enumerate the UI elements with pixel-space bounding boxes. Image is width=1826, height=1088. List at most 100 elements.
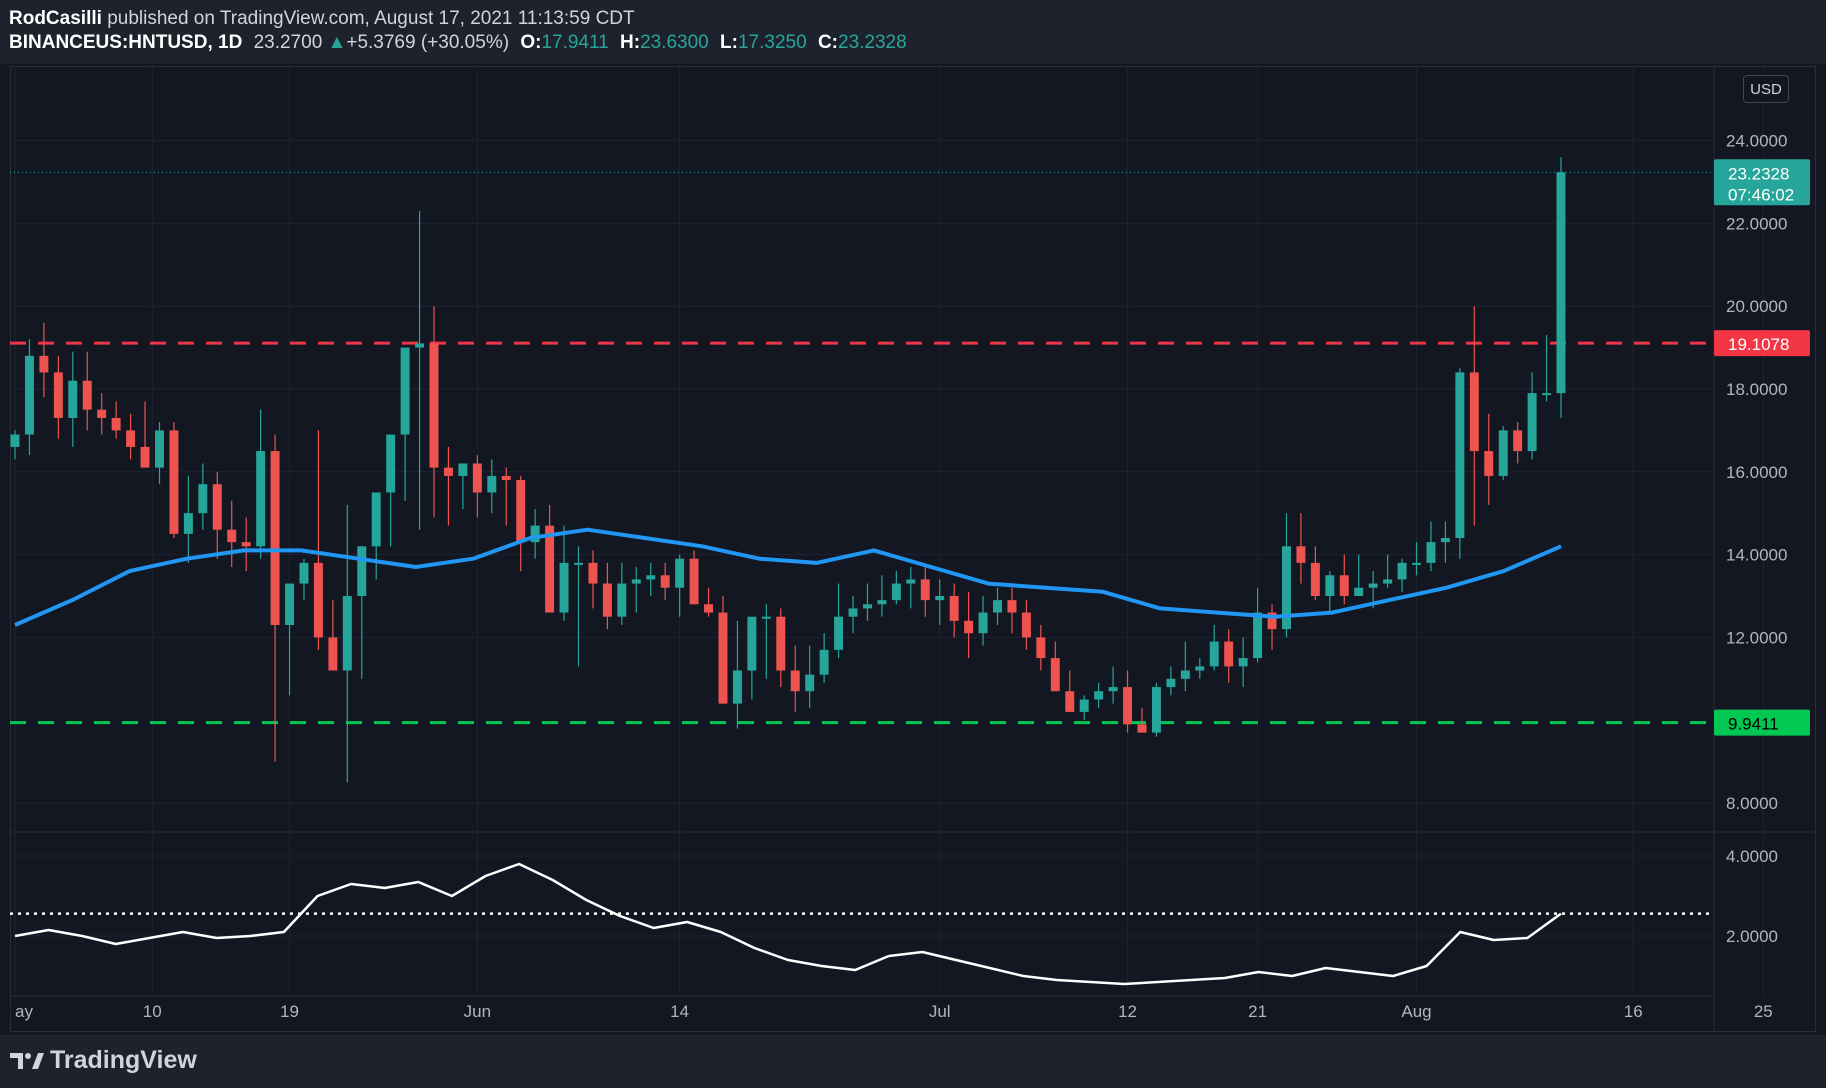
candle-body [1007,600,1017,613]
candle-body [790,670,800,692]
candle-body [155,430,164,468]
candle [1325,571,1335,613]
candle-body [877,600,887,605]
candle-body [1281,546,1291,630]
candle-body [1151,687,1161,733]
moving-average-line [14,527,1562,627]
price-tick-label: 14.0000 [1726,546,1787,565]
candle-body [1455,372,1465,539]
candle-body [1339,575,1349,596]
candle-body [1542,393,1552,396]
candle [631,567,641,613]
candle-body [1296,546,1306,563]
candle-body [1383,579,1393,584]
candle-body [1108,687,1118,692]
candle [10,430,20,460]
open-value: 17.9411 [541,32,609,53]
candle-body [964,620,974,634]
price-change: +5.3769 (+30.05%) [346,32,510,53]
candle [1137,707,1147,733]
close-label: C: [817,32,838,53]
candle [949,583,959,638]
candle [704,587,714,617]
candle [588,550,598,609]
tradingview-brand: TradingView [50,1046,197,1074]
candle [1542,335,1552,402]
candle-body [660,575,670,588]
candle [1007,587,1017,634]
candle-body [313,562,323,638]
symbol-legend: BINANCEUS:HNTUSD, 1D 23.2700 ▲+5.3769 (+… [9,32,907,54]
candle-body [646,575,656,580]
candle [1310,546,1320,601]
candle-body [371,492,381,547]
price-tick-label: 22.0000 [1726,214,1787,233]
candle [1123,670,1133,733]
candle [1267,604,1277,650]
candle-body [256,451,266,547]
candle [732,620,742,729]
candle [675,554,685,617]
candle [545,504,555,613]
author-name[interactable]: RodCasilli [9,8,102,29]
resistance-label-text: 19.1078 [1728,335,1789,354]
candle-body [270,451,280,625]
price-tick-label: 18.0000 [1726,380,1787,399]
candle [487,459,497,514]
symbol-name[interactable]: BINANCEUS:HNTUSD, 1D [9,32,243,53]
candle [501,467,511,526]
candle-body [747,616,757,671]
candle-body [862,604,872,609]
candle-body [574,562,583,565]
candle [906,567,916,609]
candle [1383,554,1393,588]
chart-canvas[interactable]: 24.0000 22.0000 20.0000 18.0000 16.0000 14.00… [0,0,1826,1035]
candle [1426,521,1436,572]
close-value: 23.2328 [838,32,907,53]
candle-body [530,525,540,543]
candle [1440,521,1450,563]
grid [10,66,1816,1032]
last-price-label-text: 23.2328 [1728,164,1789,183]
published-text: published on TradingView.com, August 17,… [107,8,635,29]
price-tick-label: 16.0000 [1726,463,1787,482]
candle-body [588,562,598,584]
candle [386,434,396,547]
candle-body [1253,612,1263,659]
candle-body [718,612,728,704]
candle-body [704,604,714,613]
candle [530,509,540,559]
support-label-bg [1714,709,1810,736]
candle-body [732,670,742,704]
candle [805,645,815,708]
candle-body [1412,562,1421,565]
candle [198,463,208,530]
price-tick-label: 12.0000 [1726,628,1787,647]
candle [1412,542,1421,576]
axes[interactable]: 24.0000 22.0000 20.0000 18.0000 16.0000 14.00… [15,132,1810,1021]
candle [285,583,295,696]
candle [270,434,280,762]
candle-body [241,542,251,547]
currency-button[interactable]: USD [1743,75,1789,103]
candle [1469,306,1479,526]
candle-body [82,380,92,410]
price-tick-label: 20.0000 [1726,297,1787,316]
time-tick-label: ay [15,1002,33,1021]
candle-body [949,595,959,621]
candle-body [1123,687,1133,725]
candle-body [1065,691,1075,712]
candle [993,587,1002,625]
candle-body [1469,372,1479,452]
candle-body [140,446,150,468]
candle [1224,629,1234,683]
chart-header: RodCasilli published on TradingView.com,… [0,0,1826,64]
candle-body [53,372,63,418]
candle [357,546,367,679]
candle [443,446,453,526]
candle [227,500,237,568]
chart-area[interactable] [10,66,1816,1032]
candle-body [126,430,136,447]
candle-body [39,355,49,373]
resistance-label-bg [1714,330,1810,357]
